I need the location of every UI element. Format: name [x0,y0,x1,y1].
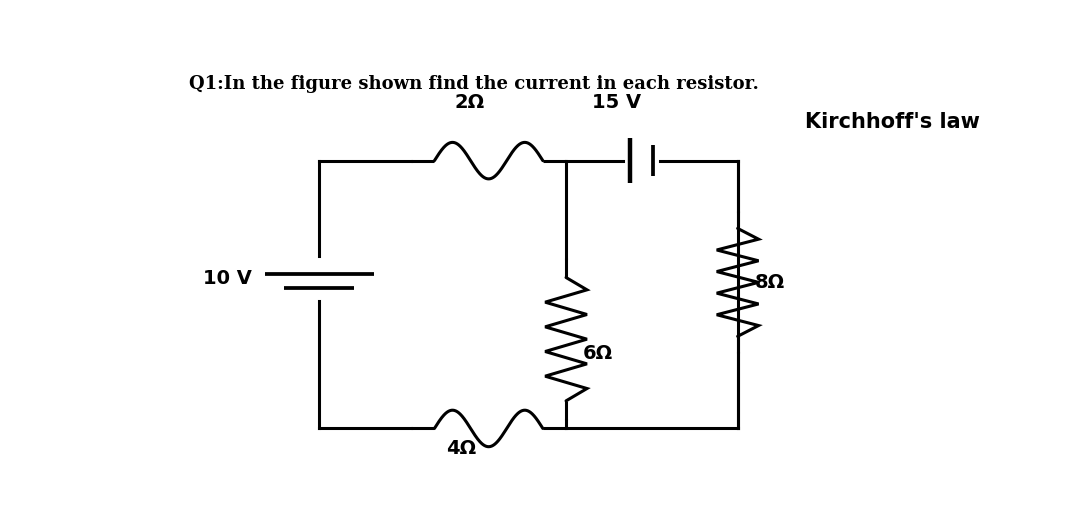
Text: 2Ω: 2Ω [455,93,485,112]
Text: 4Ω: 4Ω [446,438,476,457]
Text: 6Ω: 6Ω [583,344,613,363]
Text: Kirchhoff's law: Kirchhoff's law [805,112,980,132]
Text: Q1:In the figure shown find the current in each resistor.: Q1:In the figure shown find the current … [189,75,759,93]
Text: 15 V: 15 V [592,93,640,112]
Text: 8Ω: 8Ω [754,273,784,292]
Text: 10 V: 10 V [203,269,253,288]
